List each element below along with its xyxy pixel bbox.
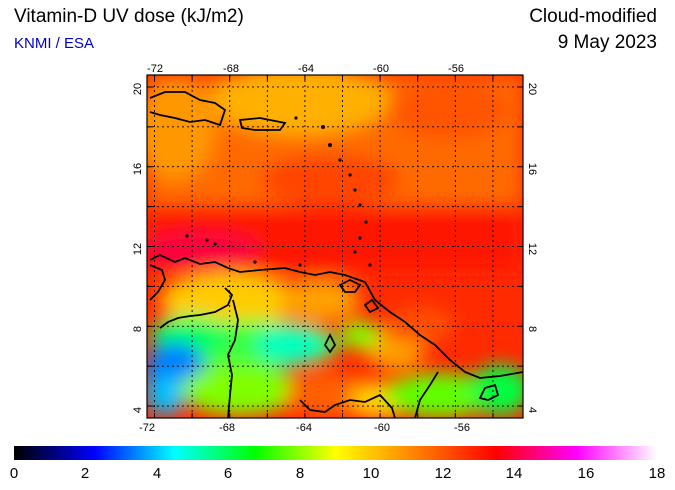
lat-label-left: 8 — [132, 326, 144, 332]
lon-label-bottom: -60 — [374, 422, 390, 434]
date-label: 9 May 2023 — [557, 32, 657, 53]
uv-field — [147, 75, 523, 418]
colorbar-tick: 10 — [363, 465, 380, 482]
source-label: KNMI / ESA — [14, 35, 95, 52]
colorbar-tick: 8 — [296, 465, 304, 482]
lat-label-right: 8 — [526, 326, 538, 332]
lat-label-left: 4 — [132, 407, 144, 413]
lon-label-bottom: -64 — [296, 422, 312, 434]
lat-label-left: 20 — [132, 83, 144, 95]
colorbar-tick: 4 — [153, 465, 161, 482]
coastlines — [149, 91, 523, 418]
lon-label-top: -68 — [223, 63, 239, 75]
colorbar-tick: 6 — [224, 465, 232, 482]
lon-label-top: -72 — [147, 63, 163, 75]
lon-label-bottom: -72 — [139, 422, 155, 434]
colorbar-gradient — [14, 446, 657, 460]
colorbar: 0 2 4 6 8 10 12 14 16 18 — [10, 446, 666, 482]
colorbar-tick: 16 — [578, 465, 595, 482]
lon-label-bottom: -56 — [454, 422, 470, 434]
lon-label-bottom: -68 — [219, 422, 235, 434]
lon-label-top: -64 — [298, 63, 314, 75]
lon-label-top: -56 — [448, 63, 464, 75]
lat-label-right: 12 — [526, 243, 538, 255]
lat-label-left: 16 — [132, 163, 144, 175]
colorbar-tick: 12 — [435, 465, 452, 482]
colorbar-ticks: 0 2 4 6 8 10 12 14 16 18 — [10, 465, 666, 482]
lat-labels-left: 20 16 12 8 4 — [132, 83, 144, 413]
lon-labels-top: -72 -68 -64 -60 -56 — [147, 63, 464, 75]
map-title: Vitamin-D UV dose (kJ/m2) — [14, 6, 244, 27]
islands — [185, 116, 372, 267]
lat-label-left: 12 — [132, 243, 144, 255]
colorbar-tick: 18 — [649, 465, 666, 482]
colorbar-tick: 0 — [10, 465, 18, 482]
colorbar-tick: 2 — [81, 465, 89, 482]
product-label: Cloud-modified — [529, 6, 657, 27]
map-figure: -72 -68 -64 -60 -56 -72 -68 -64 -60 -56 … — [132, 63, 538, 434]
lat-label-right: 16 — [526, 163, 538, 175]
lat-label-right: 4 — [526, 407, 538, 413]
lat-label-right: 20 — [526, 83, 538, 95]
lon-label-top: -60 — [373, 63, 389, 75]
colorbar-tick: 14 — [506, 465, 523, 482]
graticule — [147, 75, 523, 418]
lon-labels-bottom: -72 -68 -64 -60 -56 — [139, 422, 470, 434]
lat-labels-right: 20 16 12 8 4 — [526, 83, 538, 413]
frame-ticks — [147, 75, 523, 418]
